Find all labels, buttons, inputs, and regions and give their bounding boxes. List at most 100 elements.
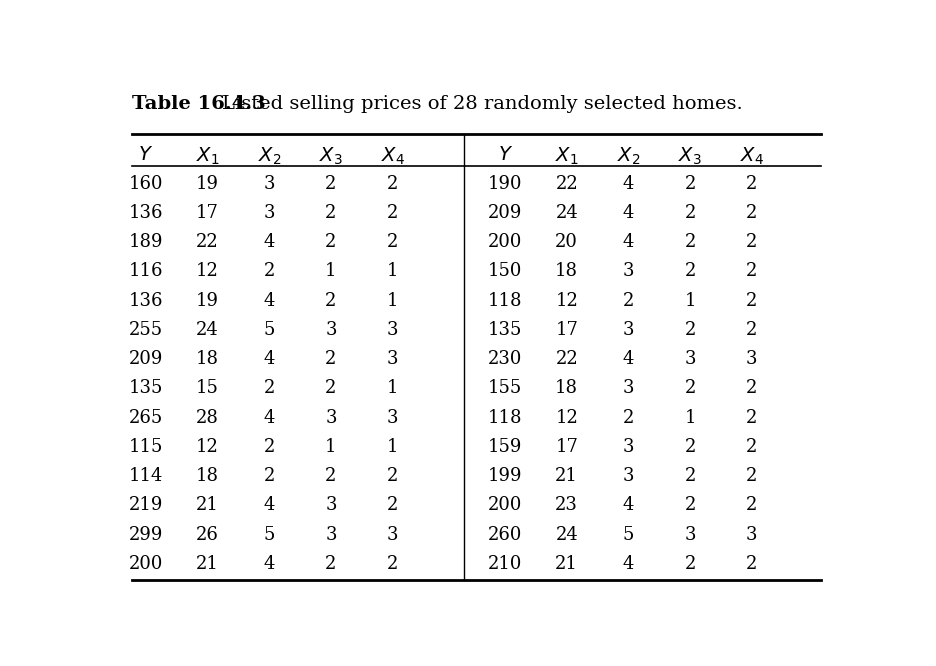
Text: 2: 2 — [387, 467, 399, 485]
Text: $X_{2}$: $X_{2}$ — [617, 146, 640, 167]
Text: 2: 2 — [326, 174, 337, 192]
Text: 2: 2 — [746, 233, 757, 251]
Text: 4: 4 — [264, 555, 275, 573]
Text: 22: 22 — [555, 174, 578, 192]
Text: 1: 1 — [387, 438, 399, 456]
Text: 299: 299 — [129, 525, 163, 543]
Text: 18: 18 — [555, 380, 578, 398]
Text: 12: 12 — [197, 262, 219, 280]
Text: Listed selling prices of 28 randomly selected homes.: Listed selling prices of 28 randomly sel… — [222, 95, 743, 113]
Text: 3: 3 — [622, 262, 635, 280]
Text: 2: 2 — [746, 292, 757, 310]
Text: 4: 4 — [264, 496, 275, 514]
Text: 18: 18 — [197, 350, 219, 368]
Text: 260: 260 — [488, 525, 522, 543]
Text: 2: 2 — [264, 438, 275, 456]
Text: 28: 28 — [197, 409, 219, 427]
Text: 2: 2 — [746, 380, 757, 398]
Text: 2: 2 — [326, 292, 337, 310]
Text: 116: 116 — [129, 262, 163, 280]
Text: 1: 1 — [325, 262, 337, 280]
Text: 1: 1 — [387, 262, 399, 280]
Text: 3: 3 — [325, 409, 337, 427]
Text: 21: 21 — [197, 496, 219, 514]
Text: 23: 23 — [555, 496, 578, 514]
Text: 4: 4 — [622, 174, 634, 192]
Text: 3: 3 — [325, 496, 337, 514]
Text: 17: 17 — [555, 438, 578, 456]
Text: 209: 209 — [488, 204, 522, 222]
Text: 26: 26 — [197, 525, 219, 543]
Text: 3: 3 — [387, 321, 399, 339]
Text: 20: 20 — [555, 233, 578, 251]
Text: 5: 5 — [264, 321, 275, 339]
Text: 2: 2 — [387, 233, 399, 251]
Text: 2: 2 — [746, 204, 757, 222]
Text: 15: 15 — [197, 380, 219, 398]
Text: 2: 2 — [746, 467, 757, 485]
Text: 118: 118 — [488, 409, 522, 427]
Text: 3: 3 — [622, 321, 635, 339]
Text: 21: 21 — [555, 467, 578, 485]
Text: 2: 2 — [684, 321, 695, 339]
Text: 4: 4 — [264, 350, 275, 368]
Text: 2: 2 — [326, 555, 337, 573]
Text: 200: 200 — [488, 496, 522, 514]
Text: 3: 3 — [325, 525, 337, 543]
Text: 12: 12 — [197, 438, 219, 456]
Text: $X_{4}$: $X_{4}$ — [739, 146, 764, 167]
Text: 2: 2 — [684, 496, 695, 514]
Text: 3: 3 — [387, 409, 399, 427]
Text: 3: 3 — [684, 525, 695, 543]
Text: 5: 5 — [264, 525, 275, 543]
Text: 135: 135 — [129, 380, 163, 398]
Text: 199: 199 — [488, 467, 522, 485]
Text: 230: 230 — [488, 350, 522, 368]
Text: 2: 2 — [684, 174, 695, 192]
Text: $X_{2}$: $X_{2}$ — [257, 146, 281, 167]
Text: 1: 1 — [325, 438, 337, 456]
Text: 2: 2 — [746, 174, 757, 192]
Text: $X_{1}$: $X_{1}$ — [196, 146, 219, 167]
Text: 2: 2 — [684, 262, 695, 280]
Text: $X_{4}$: $X_{4}$ — [381, 146, 404, 167]
Text: Table 16.4.3: Table 16.4.3 — [131, 95, 265, 113]
Text: 2: 2 — [326, 204, 337, 222]
Text: 2: 2 — [746, 321, 757, 339]
Text: 24: 24 — [555, 204, 578, 222]
Text: 2: 2 — [684, 555, 695, 573]
Text: 4: 4 — [622, 350, 634, 368]
Text: 2: 2 — [264, 467, 275, 485]
Text: 4: 4 — [264, 233, 275, 251]
Text: $X_{3}$: $X_{3}$ — [679, 146, 702, 167]
Text: 2: 2 — [684, 467, 695, 485]
Text: 4: 4 — [622, 496, 634, 514]
Text: 2: 2 — [326, 350, 337, 368]
Text: 12: 12 — [555, 409, 578, 427]
Text: 3: 3 — [622, 467, 635, 485]
Text: 3: 3 — [325, 321, 337, 339]
Text: 22: 22 — [197, 233, 219, 251]
Text: 200: 200 — [129, 555, 163, 573]
Text: 2: 2 — [622, 409, 634, 427]
Text: 21: 21 — [555, 555, 578, 573]
Text: 2: 2 — [684, 233, 695, 251]
Text: 19: 19 — [197, 174, 219, 192]
Text: 265: 265 — [129, 409, 163, 427]
Text: 3: 3 — [264, 174, 275, 192]
Text: 150: 150 — [488, 262, 522, 280]
Text: 159: 159 — [488, 438, 522, 456]
Text: 3: 3 — [622, 438, 635, 456]
Text: $Y$: $Y$ — [498, 146, 513, 164]
Text: 4: 4 — [264, 409, 275, 427]
Text: 2: 2 — [387, 204, 399, 222]
Text: 135: 135 — [488, 321, 522, 339]
Text: 22: 22 — [555, 350, 578, 368]
Text: 12: 12 — [555, 292, 578, 310]
Text: 200: 200 — [488, 233, 522, 251]
Text: 2: 2 — [684, 204, 695, 222]
Text: 2: 2 — [326, 233, 337, 251]
Text: 2: 2 — [622, 292, 634, 310]
Text: 2: 2 — [746, 438, 757, 456]
Text: 2: 2 — [746, 496, 757, 514]
